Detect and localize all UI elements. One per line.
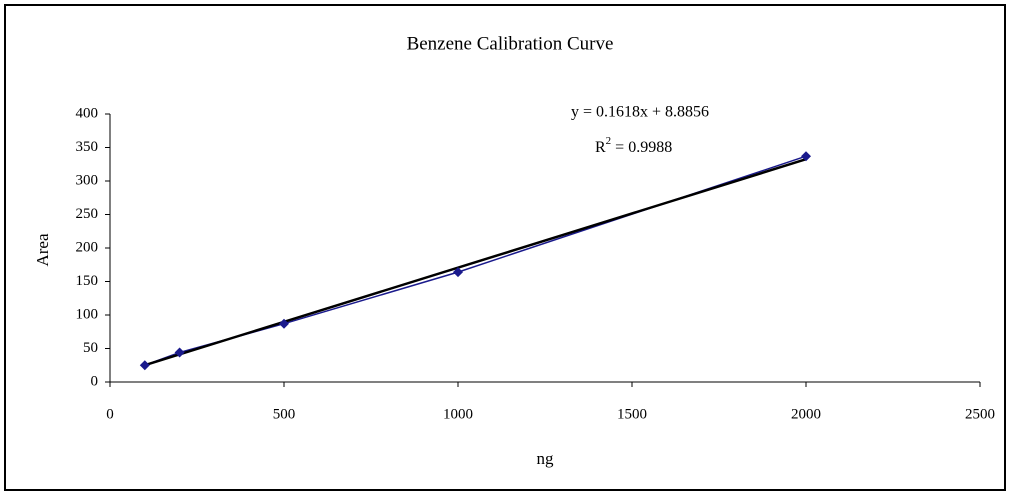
trendline bbox=[144, 158, 807, 367]
y-tick-label: 50 bbox=[83, 340, 98, 356]
y-tick-label: 400 bbox=[76, 105, 99, 121]
equation: y = 0.1618x + 8.8856 bbox=[571, 104, 709, 121]
x-tick-label: 1000 bbox=[443, 406, 473, 422]
data-point bbox=[174, 347, 185, 358]
x-tick-label: 0 bbox=[106, 406, 114, 422]
r-squared-sup: 2 bbox=[606, 135, 612, 147]
data-point bbox=[801, 151, 811, 162]
y-tick-label: 300 bbox=[76, 172, 99, 188]
data-point bbox=[453, 267, 463, 278]
x-tick-label: 2500 bbox=[965, 406, 995, 422]
x-tick-label: 500 bbox=[273, 406, 296, 422]
data-point bbox=[279, 318, 289, 329]
y-tick-label: 150 bbox=[76, 273, 99, 289]
chart-title: Benzene Calibration Curve bbox=[407, 33, 614, 54]
y-axis-label: Area bbox=[33, 233, 52, 266]
r-squared-base: R bbox=[595, 139, 606, 156]
y-tick-label: 100 bbox=[76, 306, 99, 322]
y-tick-label: 0 bbox=[91, 373, 99, 389]
x-tick-label: 1500 bbox=[617, 406, 647, 422]
data-point bbox=[139, 360, 150, 371]
y-tick-label: 200 bbox=[76, 239, 99, 255]
x-axis-label: ng bbox=[537, 449, 555, 468]
chart-frame bbox=[4, 4, 1006, 491]
y-tick-label: 250 bbox=[76, 206, 99, 222]
r-squared-value: = 0.9988 bbox=[615, 139, 672, 156]
r-squared: R2 = 0.9988 bbox=[595, 135, 672, 156]
y-tick-label: 350 bbox=[76, 139, 99, 155]
x-tick-label: 2000 bbox=[791, 406, 821, 422]
